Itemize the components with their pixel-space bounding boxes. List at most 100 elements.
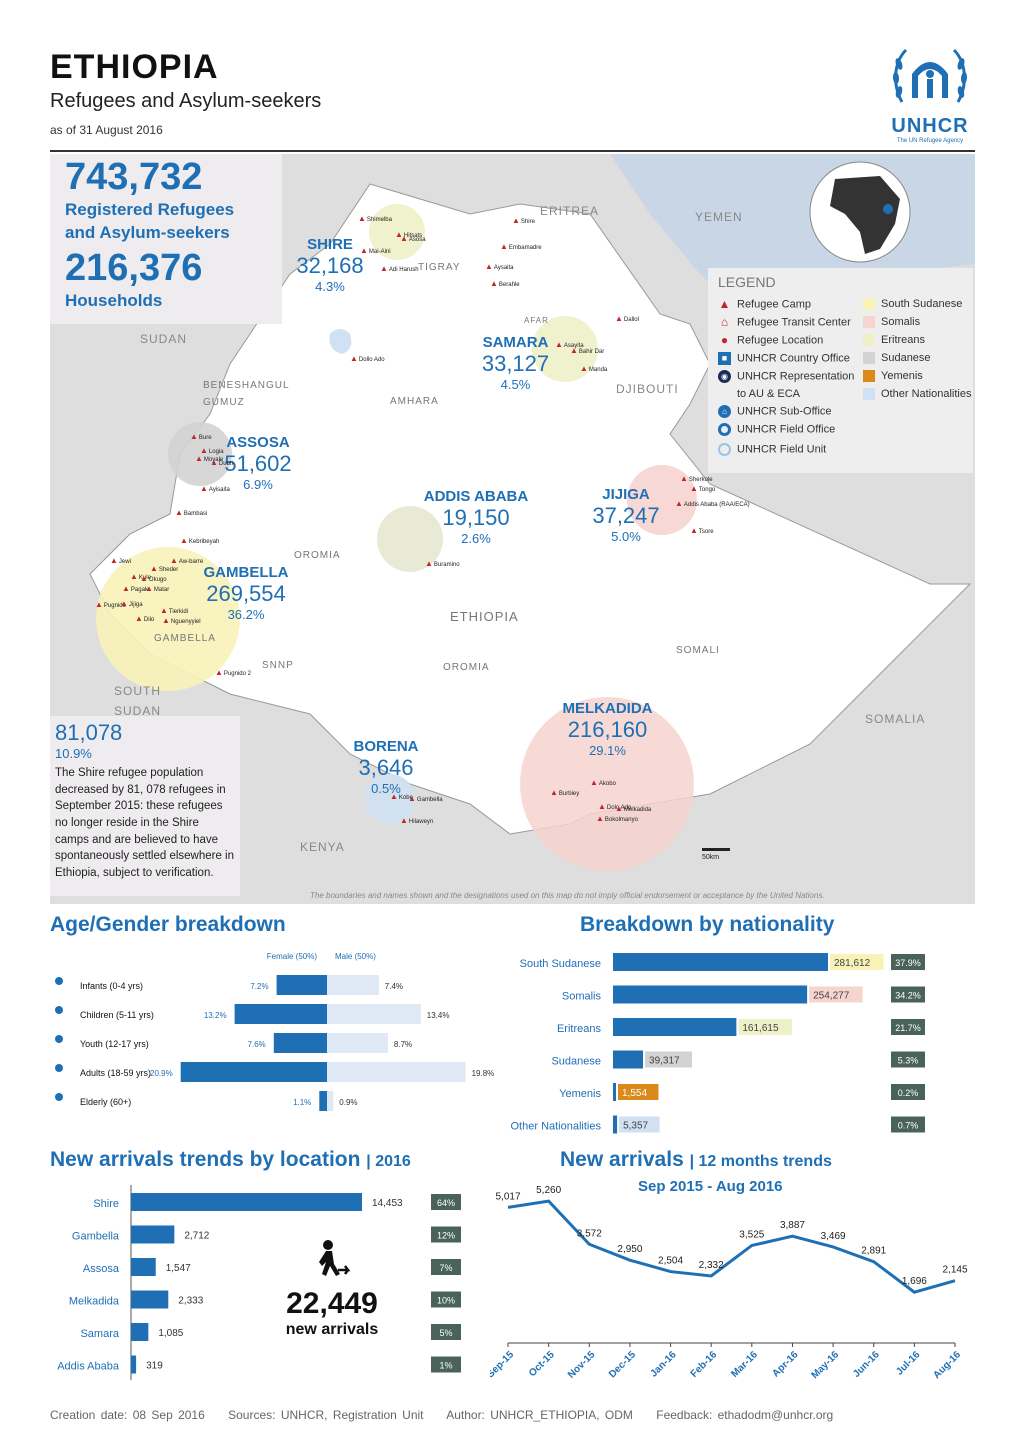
bubble-melkadida <box>520 697 694 871</box>
legend-sudanese: Sudanese <box>863 352 931 365</box>
tent-icon: ▲ <box>150 564 158 573</box>
tent-icon: ▲ <box>500 242 508 251</box>
male-value-label: 19.8% <box>472 1069 495 1078</box>
location-percent-label: 64% <box>437 1198 455 1208</box>
location-value-label: 319 <box>146 1361 163 1372</box>
footer-feedback: Feedback: ethadodm@unhcr.org <box>656 1408 834 1422</box>
camp-marker: ▲Hilaweyn <box>400 816 433 825</box>
location-name: GAMBELLA <box>203 564 289 581</box>
camp-marker: ▲Matar <box>145 584 169 593</box>
note-percent: 10.9% <box>55 746 92 761</box>
region-oromia-west: OROMIA <box>294 550 341 561</box>
logo-name: UNHCR <box>891 115 969 137</box>
households-label: Households <box>65 290 163 310</box>
location-borena: BORENA 3,646 0.5% <box>341 738 431 796</box>
location-percent: 4.3% <box>315 279 345 294</box>
nationality-value-box <box>809 986 863 1003</box>
location-value: 33,127 <box>481 351 550 376</box>
nationality-value-box <box>619 1116 660 1133</box>
legend-refugee-location: ● Refugee Location <box>718 334 823 347</box>
location-bar <box>131 1225 175 1244</box>
arrivals-location-title-text: New arrivals trends by location <box>50 1148 361 1171</box>
nationality-bar <box>613 1115 618 1134</box>
camp-marker: ▲Asayita <box>555 340 584 349</box>
tent-icon: ▲ <box>160 606 168 615</box>
male-bar <box>327 1091 334 1111</box>
page-title: ETHIOPIA <box>50 48 219 86</box>
x-tick-label: Sep-15 <box>490 1349 516 1380</box>
camp-label: Hitsats <box>403 233 423 239</box>
location-name: ASSOSA <box>226 434 290 451</box>
camp-label: Kobe <box>398 795 413 801</box>
nationality-value-box <box>830 954 884 970</box>
camp-label: Shire <box>520 219 535 225</box>
ethiopia-map <box>89 154 975 871</box>
x-tick-label: Nov-15 <box>566 1349 598 1381</box>
camp-label: Nguenyyiel <box>170 619 201 625</box>
camp-marker: ▲Logia <box>200 446 224 455</box>
camp-label: Bokolmanyo <box>604 817 638 823</box>
tent-icon: ▲ <box>580 364 588 373</box>
female-bar <box>234 1004 327 1024</box>
tent-icon: ▲ <box>200 446 208 455</box>
camp-label: Addis Ababa (RAA/ECA) <box>683 502 750 508</box>
camp-label: Logia <box>208 449 224 455</box>
arrivals-location-title: New arrivals trends by location | 2016 <box>50 1148 411 1171</box>
legend-label: Sudanese <box>881 352 931 364</box>
legend-label: UNHCR Field Unit <box>737 443 827 456</box>
x-tick-label: Dec-15 <box>607 1349 638 1380</box>
location-percent-box <box>431 1356 461 1373</box>
trend-value-label: 2,950 <box>617 1244 642 1255</box>
location-percent-box <box>431 1194 461 1210</box>
camp-label: Moyale <box>203 457 224 463</box>
location-percent-label: 10% <box>437 1296 455 1306</box>
tent-icon: ▲ <box>358 214 366 223</box>
refugees-total: 743,732 <box>65 156 203 198</box>
tent-icon: ▲ <box>615 804 623 813</box>
nationality-bar <box>613 1018 737 1036</box>
male-bar <box>327 1033 388 1053</box>
tent-icon: ▲ <box>485 262 493 271</box>
camp-marker: ▲Pagak <box>122 584 148 593</box>
camp-marker: ▲Dallol <box>615 314 639 323</box>
legend-refugee-camp: ▲ Refugee Camp <box>718 298 811 311</box>
camp-label: Tsore <box>698 529 714 535</box>
legend-label: Refugee Location <box>737 334 824 347</box>
tent-icon: ▲ <box>210 458 218 467</box>
country-yemen: YEMEN <box>695 210 743 224</box>
nationality-label: Yemenis <box>559 1088 601 1100</box>
nationality-percent-label: 5.3% <box>898 1056 919 1066</box>
trend-value-label: 2,332 <box>699 1260 724 1271</box>
ethiopia-highlight <box>883 204 893 214</box>
tent-icon: ▲ <box>135 614 143 623</box>
camp-marker: ▲Shimelba <box>358 214 392 223</box>
map-disclaimer: The boundaries and names shown and the d… <box>310 891 825 900</box>
location-jijiga: JIJIGA 37,247 5.0% <box>586 486 666 544</box>
tent-icon: ▲ <box>140 574 148 583</box>
camp-marker: ▲Akobo <box>590 778 616 787</box>
nationality-value-box <box>618 1084 659 1100</box>
arrivals-trend-range: Sep 2015 - Aug 2016 <box>638 1178 783 1195</box>
nationality-value-label: 254,277 <box>813 991 850 1002</box>
refugees-label-line-2: and Asylum-seekers <box>65 222 230 242</box>
nationality-chart: South Sudanese 281,612 37.9% Somalis 254,277… <box>511 953 925 1134</box>
field-office-icon <box>718 423 731 436</box>
camp-marker: ▲Tierkidi <box>160 606 188 615</box>
arrivals-trend-title: New arrivals | 12 months trends <box>560 1148 832 1171</box>
location-value-label: 2,333 <box>178 1296 203 1307</box>
tent-icon: ▲ <box>718 297 731 311</box>
country-sudan: SUDAN <box>140 332 188 346</box>
camp-marker: ▲Kebribeyah <box>180 536 219 545</box>
location-value: 32,168 <box>296 253 364 278</box>
tent-icon: ▲ <box>145 584 153 593</box>
female-value-label: 20.9% <box>150 1069 173 1078</box>
female-value-label: 13.2% <box>204 1011 227 1020</box>
location-percent-box <box>431 1291 461 1308</box>
nationality-value-label: 5,357 <box>623 1121 648 1132</box>
nationality-value-label: 39,317 <box>649 1056 680 1067</box>
tent-icon: ▲ <box>690 484 698 493</box>
x-tick-label: Oct-15 <box>527 1349 557 1379</box>
female-header: Female (50%) <box>267 952 318 961</box>
camp-marker: ▲Melkadida <box>615 804 651 813</box>
bubble-jijiga <box>627 465 697 535</box>
